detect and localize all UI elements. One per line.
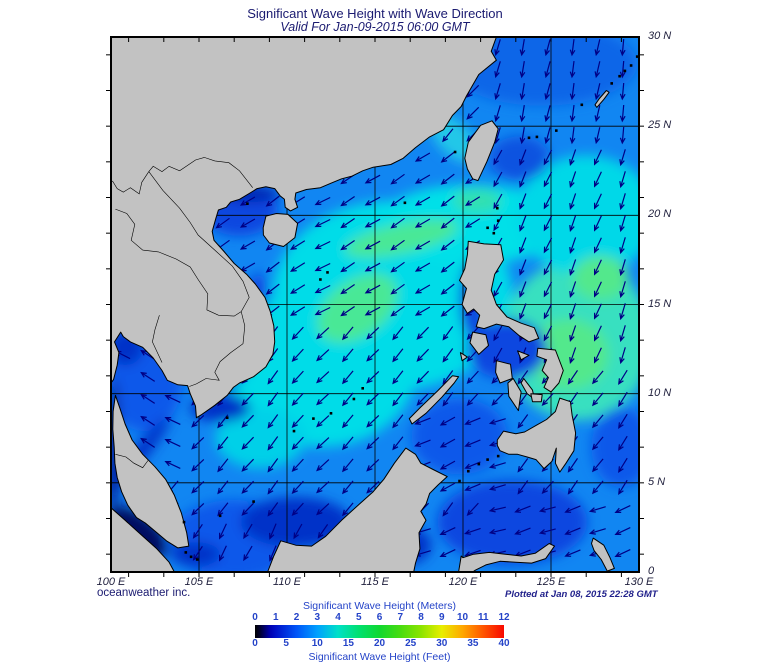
- lon-tick-label: 130 E: [624, 576, 654, 588]
- feet-tick: 40: [498, 638, 510, 649]
- legend-feet-ticks: 0 5 10 15 20 25 30 35 40: [252, 638, 509, 651]
- meters-tick: 11: [477, 612, 489, 623]
- lon-tick-label: 120 E: [448, 576, 478, 588]
- lat-tick-label: 15 N: [648, 297, 672, 310]
- feet-tick: 5: [283, 638, 289, 649]
- feet-tick: 35: [467, 638, 479, 649]
- meters-tick: 9: [438, 612, 445, 623]
- meters-tick: 3: [314, 612, 321, 623]
- lat-tick-label: 20 N: [648, 208, 672, 221]
- meters-tick: 5: [355, 612, 362, 623]
- lat-tick-label: 0: [648, 565, 655, 577]
- meters-tick: 4: [335, 612, 341, 623]
- oceanweather-credit: oceanweather inc.: [97, 587, 191, 599]
- lon-tick-label: 125 E: [536, 576, 566, 588]
- wave-height-colorbar: [255, 625, 504, 638]
- meters-tick: 0: [252, 612, 258, 623]
- lon-tick-label: 110 E: [273, 576, 301, 588]
- lat-tick-label: 10 N: [648, 386, 672, 399]
- legend-meters-ticks: 0 1 2 3 4 5 6 7 8 9 10 11 12: [252, 612, 509, 625]
- legend-meters-title: Significant Wave Height (Meters): [302, 600, 457, 612]
- legend-feet-title: Significant Wave Height (Feet): [308, 651, 451, 663]
- lat-tick-label: 25 N: [648, 119, 672, 132]
- feet-tick: 0: [252, 638, 258, 649]
- feet-tick: 20: [373, 638, 386, 649]
- meters-tick: 10: [456, 612, 469, 623]
- plotted-timestamp: Plotted at Jan 08, 2015 22:28 GMT: [505, 589, 658, 600]
- meters-tick: 2: [293, 612, 300, 623]
- lat-tick-label: 5 N: [648, 475, 666, 488]
- lon-tick-label: 115 E: [361, 576, 389, 588]
- feet-tick: 25: [405, 638, 417, 649]
- meters-tick: 6: [376, 612, 383, 623]
- lon-tick-label: 100 E: [96, 576, 126, 588]
- meters-tick: 7: [397, 612, 404, 623]
- meters-tick: 1: [272, 612, 279, 623]
- feet-tick: 10: [311, 638, 323, 649]
- meters-tick: 8: [418, 612, 424, 623]
- feet-tick: 15: [342, 638, 354, 649]
- page-title: Significant Wave Height with Wave Direct…: [247, 6, 503, 21]
- wave-map: [106, 36, 644, 577]
- lat-tick-label: 30 N: [648, 30, 672, 42]
- lon-tick-label: 105 E: [184, 576, 214, 588]
- meters-tick: 12: [498, 612, 510, 623]
- feet-tick: 30: [436, 638, 448, 649]
- valid-time-subtitle: Valid For Jan-09-2015 06:00 GMT: [280, 20, 470, 34]
